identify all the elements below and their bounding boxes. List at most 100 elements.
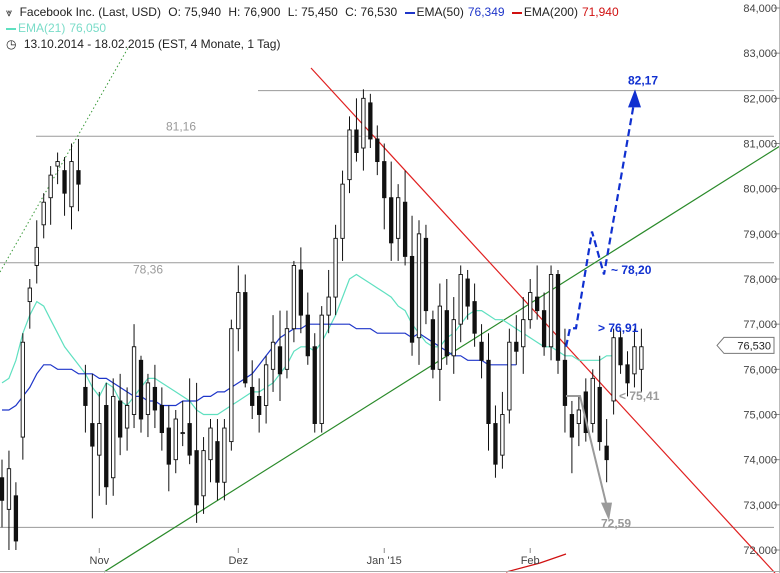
candle [111, 378, 116, 496]
y-tick-label: 73,000 [743, 500, 777, 512]
candle-body [326, 296, 331, 316]
y-tick-label: 84,000 [743, 3, 777, 15]
candle [13, 482, 19, 550]
ema21-label: EMA(21) [18, 21, 66, 35]
candle [48, 166, 53, 225]
candle [639, 328, 644, 392]
candle-body [493, 423, 498, 465]
candle [500, 391, 505, 469]
candle [347, 116, 352, 194]
candle-body [479, 341, 484, 361]
candle-body [152, 386, 158, 411]
ema21-value: 76,050 [69, 21, 107, 35]
candle [41, 193, 46, 239]
candle [69, 143, 74, 230]
candle [472, 283, 477, 347]
candle [319, 306, 324, 433]
candle [382, 143, 387, 230]
y-tick-label: 83,000 [743, 48, 777, 60]
candle-body [194, 450, 199, 506]
candle-body [111, 395, 116, 479]
candle-body [305, 314, 310, 357]
candle-body [13, 495, 19, 542]
candle-body [486, 359, 491, 424]
candle [389, 161, 394, 261]
ema50-swatch [404, 11, 415, 14]
gridlines [0, 90, 774, 528]
price-axis: 84,000 83,000 82,000 81,000 80,000 79,000 78,0… [743, 0, 780, 573]
candle-body [243, 292, 248, 384]
candle-body [535, 296, 540, 312]
level-label: < 75,41 [619, 389, 660, 403]
level-label: 72,59 [601, 516, 631, 530]
candle-body [382, 161, 387, 199]
candle [222, 419, 227, 501]
candle-body [104, 405, 109, 488]
candle [166, 405, 171, 492]
level-label: 78,36 [133, 263, 163, 277]
y-tick-label: 78,000 [743, 274, 777, 286]
y-tick-label: 74,000 [743, 455, 777, 467]
candle [124, 387, 130, 451]
candle-body [437, 305, 442, 370]
candle [104, 382, 109, 505]
candle [333, 224, 338, 316]
ema200-label: EMA(200) [523, 5, 578, 19]
candle [340, 170, 345, 261]
candle-body [145, 382, 151, 415]
ema200-swatch [511, 11, 522, 14]
candle [354, 98, 359, 162]
candle [257, 378, 262, 433]
y-tick-label: 79,000 [743, 229, 777, 241]
candle [562, 328, 568, 433]
candle-body [291, 265, 297, 330]
candle [229, 319, 234, 451]
chart-title: Facebook Inc. (Last, USD) [19, 5, 161, 19]
last-price-tag [716, 336, 775, 354]
candle [479, 324, 484, 379]
candle-body [416, 233, 422, 339]
legend-row-2: EMA(21) 76,050 [6, 21, 110, 35]
candle-body [541, 310, 547, 348]
candle-body [0, 477, 5, 501]
candle [458, 265, 463, 343]
x-tick-label: Nov [90, 555, 110, 567]
period-text: 13.10.2014 - 18.02.2015 (EST, 4 Monate, … [23, 37, 281, 51]
candle [326, 269, 331, 334]
candle [402, 170, 408, 266]
candle-body [402, 201, 408, 257]
candle [236, 265, 241, 352]
candle-body [215, 441, 220, 483]
candle [0, 459, 5, 528]
candle [618, 328, 623, 374]
candle [145, 373, 151, 438]
candle [138, 355, 144, 433]
candle [194, 382, 199, 523]
candle-body [131, 346, 137, 415]
bullish-forecast-path [564, 102, 636, 347]
candle [201, 437, 206, 514]
candle [361, 89, 366, 171]
candle-body [41, 201, 46, 226]
candle-body [639, 346, 644, 370]
ema21-swatch [6, 27, 16, 30]
candle-body [472, 301, 477, 334]
y-tick-label: 81,000 [743, 139, 777, 151]
candle-body [618, 337, 623, 366]
candle [416, 220, 422, 365]
candle [62, 157, 67, 216]
candle [368, 93, 373, 149]
candle-body [319, 314, 324, 424]
candle [159, 387, 164, 451]
candle-body [201, 450, 206, 497]
candle [76, 138, 81, 212]
dotted-trendline [0, 47, 129, 273]
candle [625, 351, 630, 397]
candle-body [6, 468, 12, 510]
bearish-arrowhead [601, 502, 612, 521]
candle [569, 400, 575, 474]
y-tick-label: 80,000 [743, 184, 777, 196]
candle-body [90, 423, 95, 447]
ema50-label: EMA(50) [416, 5, 464, 19]
forecast-arrows [564, 89, 641, 521]
